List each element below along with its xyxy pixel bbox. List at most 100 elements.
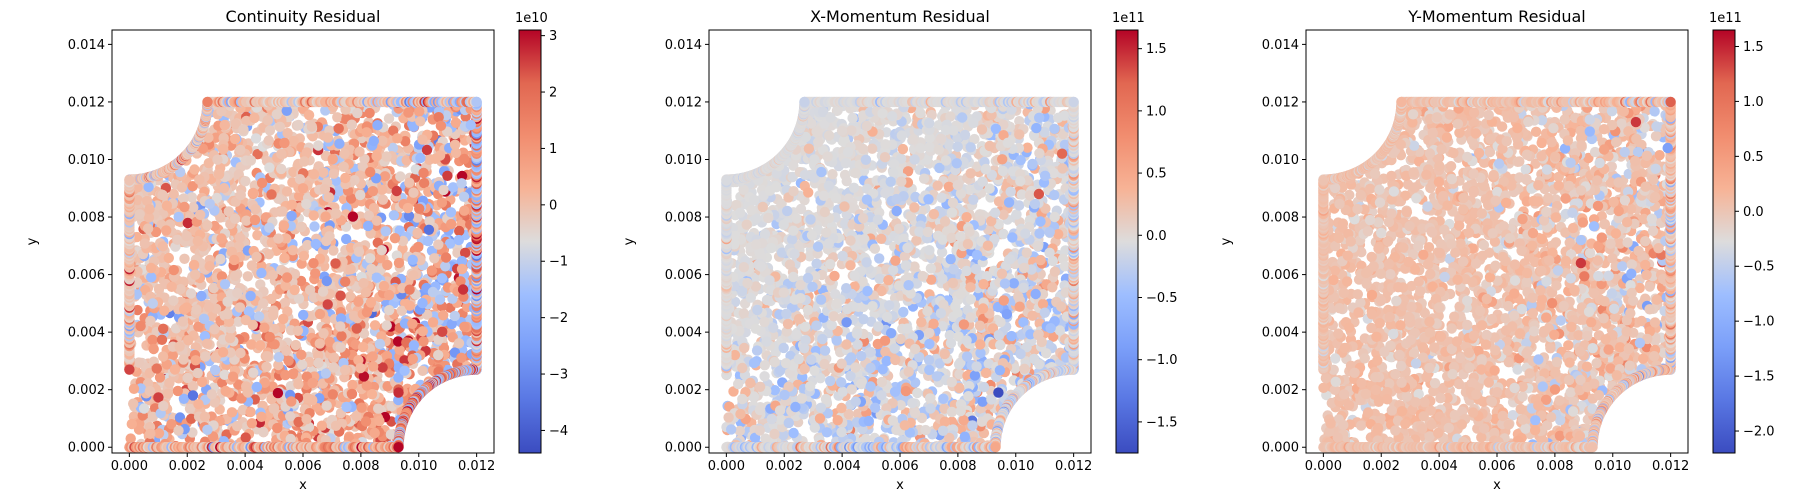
data-point (393, 394, 404, 406)
data-point (220, 385, 231, 397)
data-point (215, 253, 226, 265)
data-point (198, 313, 210, 324)
data-point (361, 127, 372, 138)
data-point (375, 252, 386, 264)
data-point (320, 105, 331, 116)
data-point (418, 336, 429, 347)
data-point (243, 306, 254, 317)
data-point (424, 216, 435, 227)
data-point (336, 331, 347, 342)
data-point (189, 164, 200, 175)
data-point (339, 364, 351, 376)
data-point (258, 426, 269, 438)
data-point (281, 345, 292, 356)
data-point (145, 315, 156, 326)
data-point (450, 117, 462, 128)
data-point (202, 96, 213, 108)
data-point (241, 215, 252, 226)
data-point (195, 209, 206, 220)
data-point (210, 352, 221, 363)
data-point (285, 433, 296, 445)
data-point (144, 385, 156, 397)
data-point (320, 368, 332, 379)
data-point (324, 336, 335, 348)
data-point (335, 313, 347, 324)
data-point (200, 351, 211, 362)
data-point (187, 181, 198, 192)
data-point (245, 155, 257, 166)
data-point (313, 357, 324, 369)
data-point (301, 198, 312, 210)
data-point (427, 317, 439, 328)
x-tick-label: 0.004 (227, 459, 264, 474)
data-point (365, 166, 376, 178)
y-tick-label: 0.000 (68, 441, 105, 456)
data-point (143, 212, 155, 223)
y-tick-label: 0.012 (68, 95, 105, 110)
data-point (321, 235, 332, 247)
data-point (148, 343, 159, 355)
data-point (226, 407, 238, 418)
data-point (276, 148, 287, 160)
data-point (172, 385, 183, 397)
data-point (381, 320, 392, 331)
data-point (459, 205, 470, 216)
data-point (308, 169, 320, 180)
data-point (368, 135, 379, 147)
data-point (187, 390, 199, 401)
data-point (414, 106, 425, 117)
x-tick-label: 0.002 (169, 459, 206, 474)
data-point (256, 267, 267, 279)
data-point (357, 161, 368, 172)
data-point (340, 172, 351, 184)
data-point (164, 377, 175, 389)
colorbar-tick-label: −1 (549, 255, 568, 270)
data-point (249, 214, 261, 226)
data-point (435, 120, 447, 131)
data-point (192, 235, 203, 247)
data-point (258, 298, 269, 309)
data-point (210, 132, 221, 143)
data-point (377, 194, 389, 205)
data-point (360, 416, 372, 427)
data-point (1014, 116, 1025, 127)
data-point (335, 342, 346, 353)
data-point (382, 259, 393, 271)
data-point (289, 268, 301, 280)
colorbar-tick-label: 2 (549, 86, 557, 101)
data-point (145, 428, 156, 439)
data-point (410, 164, 421, 175)
data-point (453, 338, 465, 349)
data-point (209, 364, 221, 376)
data-point (399, 365, 410, 376)
data-point (362, 220, 374, 232)
data-point (412, 227, 423, 239)
data-point (351, 411, 362, 422)
data-point (262, 351, 273, 362)
data-point (447, 293, 458, 304)
data-point (418, 167, 429, 179)
data-point (356, 402, 367, 413)
data-point (168, 264, 179, 276)
data-point (290, 339, 301, 351)
data-point (278, 313, 289, 325)
data-point (327, 153, 338, 165)
data-point (341, 401, 352, 413)
data-point (322, 132, 334, 143)
scatter-points (721, 96, 1079, 453)
data-point (436, 197, 448, 208)
data-point (377, 362, 388, 373)
data-point (219, 369, 230, 380)
data-point (346, 388, 358, 400)
data-point (433, 112, 444, 123)
data-point (251, 331, 262, 342)
data-point (393, 257, 405, 269)
data-point (245, 406, 256, 418)
data-point (360, 287, 372, 298)
data-point (392, 336, 404, 347)
data-point (355, 362, 366, 374)
data-point (241, 115, 252, 127)
scatter-points (124, 96, 482, 453)
y-axis-label: y (25, 237, 40, 245)
